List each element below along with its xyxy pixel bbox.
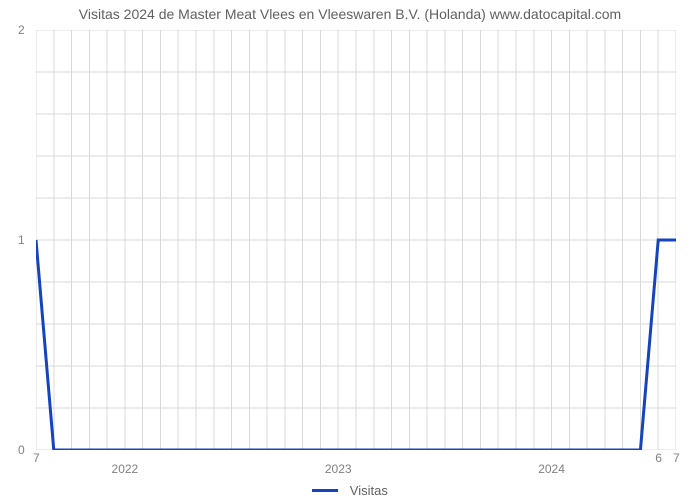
x-edge-right-a: 6	[655, 452, 662, 464]
chart-svg	[36, 30, 676, 450]
x-tick-label: 2024	[538, 462, 565, 476]
x-edge-right-b: 7	[673, 452, 680, 464]
y-tick-label: 1	[18, 234, 25, 246]
x-tick-label: 2022	[112, 462, 139, 476]
legend-label: Visitas	[350, 483, 388, 498]
chart-title: Visitas 2024 de Master Meat Vlees en Vle…	[0, 6, 700, 22]
x-tick-label: 2023	[325, 462, 352, 476]
legend-swatch	[312, 489, 338, 492]
visits-chart: Visitas 2024 de Master Meat Vlees en Vle…	[0, 0, 700, 500]
chart-legend: Visitas	[0, 482, 700, 498]
x-edge-left: 7	[33, 452, 40, 464]
plot-area: 012 202220232024 767	[36, 30, 676, 450]
y-tick-label: 2	[18, 24, 25, 36]
y-tick-label: 0	[18, 444, 25, 456]
chart-grid	[36, 30, 676, 450]
